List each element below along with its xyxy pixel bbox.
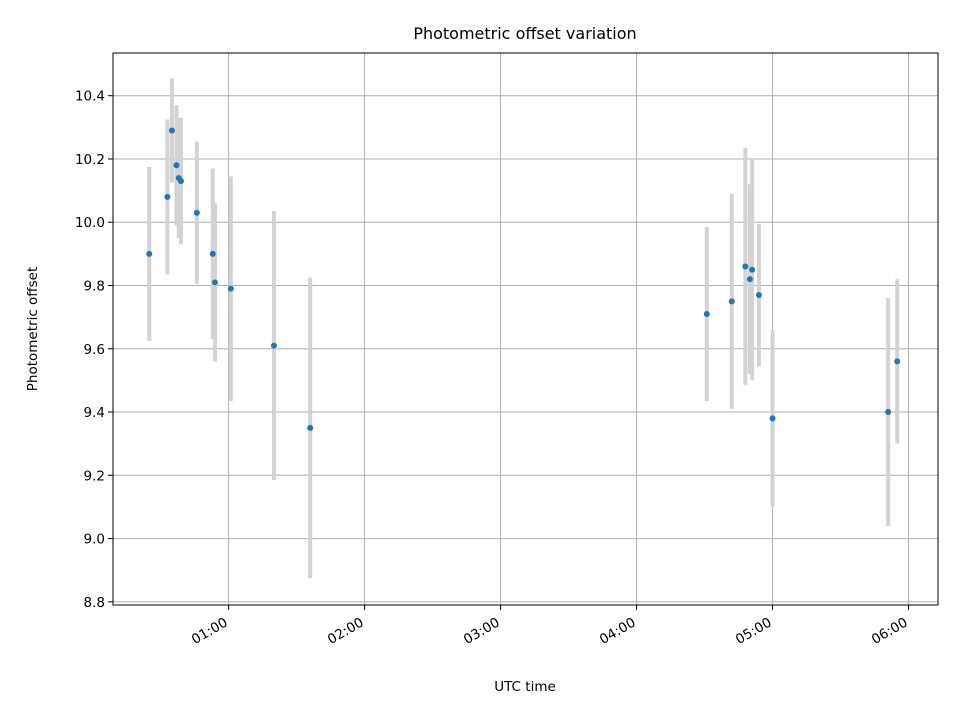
y-tick-label: 9.0 [84, 532, 105, 548]
x-tick-label: 02:00 [325, 615, 367, 648]
data-point [755, 291, 762, 298]
x-tick-label: 01:00 [189, 615, 231, 648]
data-point [769, 415, 776, 422]
plot-frame [112, 52, 939, 606]
data-point [728, 298, 735, 305]
data-point [227, 285, 234, 292]
y-tick-label: 9.2 [84, 468, 105, 484]
y-tick-label: 9.4 [84, 405, 105, 421]
data-point [307, 424, 314, 431]
data-point [885, 409, 892, 416]
y-tick-label: 9.8 [84, 279, 105, 295]
data-point [209, 250, 216, 257]
y-tick-label: 10.2 [75, 152, 105, 168]
data-points [146, 127, 901, 431]
data-point [168, 127, 175, 134]
x-tick-label: 04:00 [597, 615, 639, 648]
data-point [894, 358, 901, 365]
x-tick-label: 06:00 [869, 615, 911, 648]
y-axis-label: Photometric offset [25, 267, 41, 391]
x-axis-label: UTC time [494, 679, 556, 695]
data-point [703, 310, 710, 317]
x-tick-label: 05:00 [733, 615, 775, 648]
y-tick-label: 10.0 [75, 215, 105, 231]
data-point [177, 178, 184, 185]
data-point [146, 250, 153, 257]
data-point [173, 162, 180, 169]
x-tick-label: 03:00 [461, 615, 503, 648]
y-tick-label: 8.8 [84, 595, 105, 611]
data-point [746, 276, 753, 283]
data-point [211, 279, 218, 286]
grid [113, 53, 938, 605]
y-tick-label: 10.4 [75, 89, 105, 105]
axis-ticks: 01:00 02:00 03:00 04:00 05:00 06:00 8.8 9.0 9.2 9… [75, 89, 911, 648]
data-point [749, 266, 756, 273]
error-bars [147, 78, 900, 579]
y-tick-label: 9.6 [84, 342, 105, 358]
data-point [742, 263, 749, 270]
data-point [270, 342, 277, 349]
data-point [164, 193, 171, 200]
chart-title: Photometric offset variation [413, 24, 636, 43]
data-point [193, 209, 200, 216]
